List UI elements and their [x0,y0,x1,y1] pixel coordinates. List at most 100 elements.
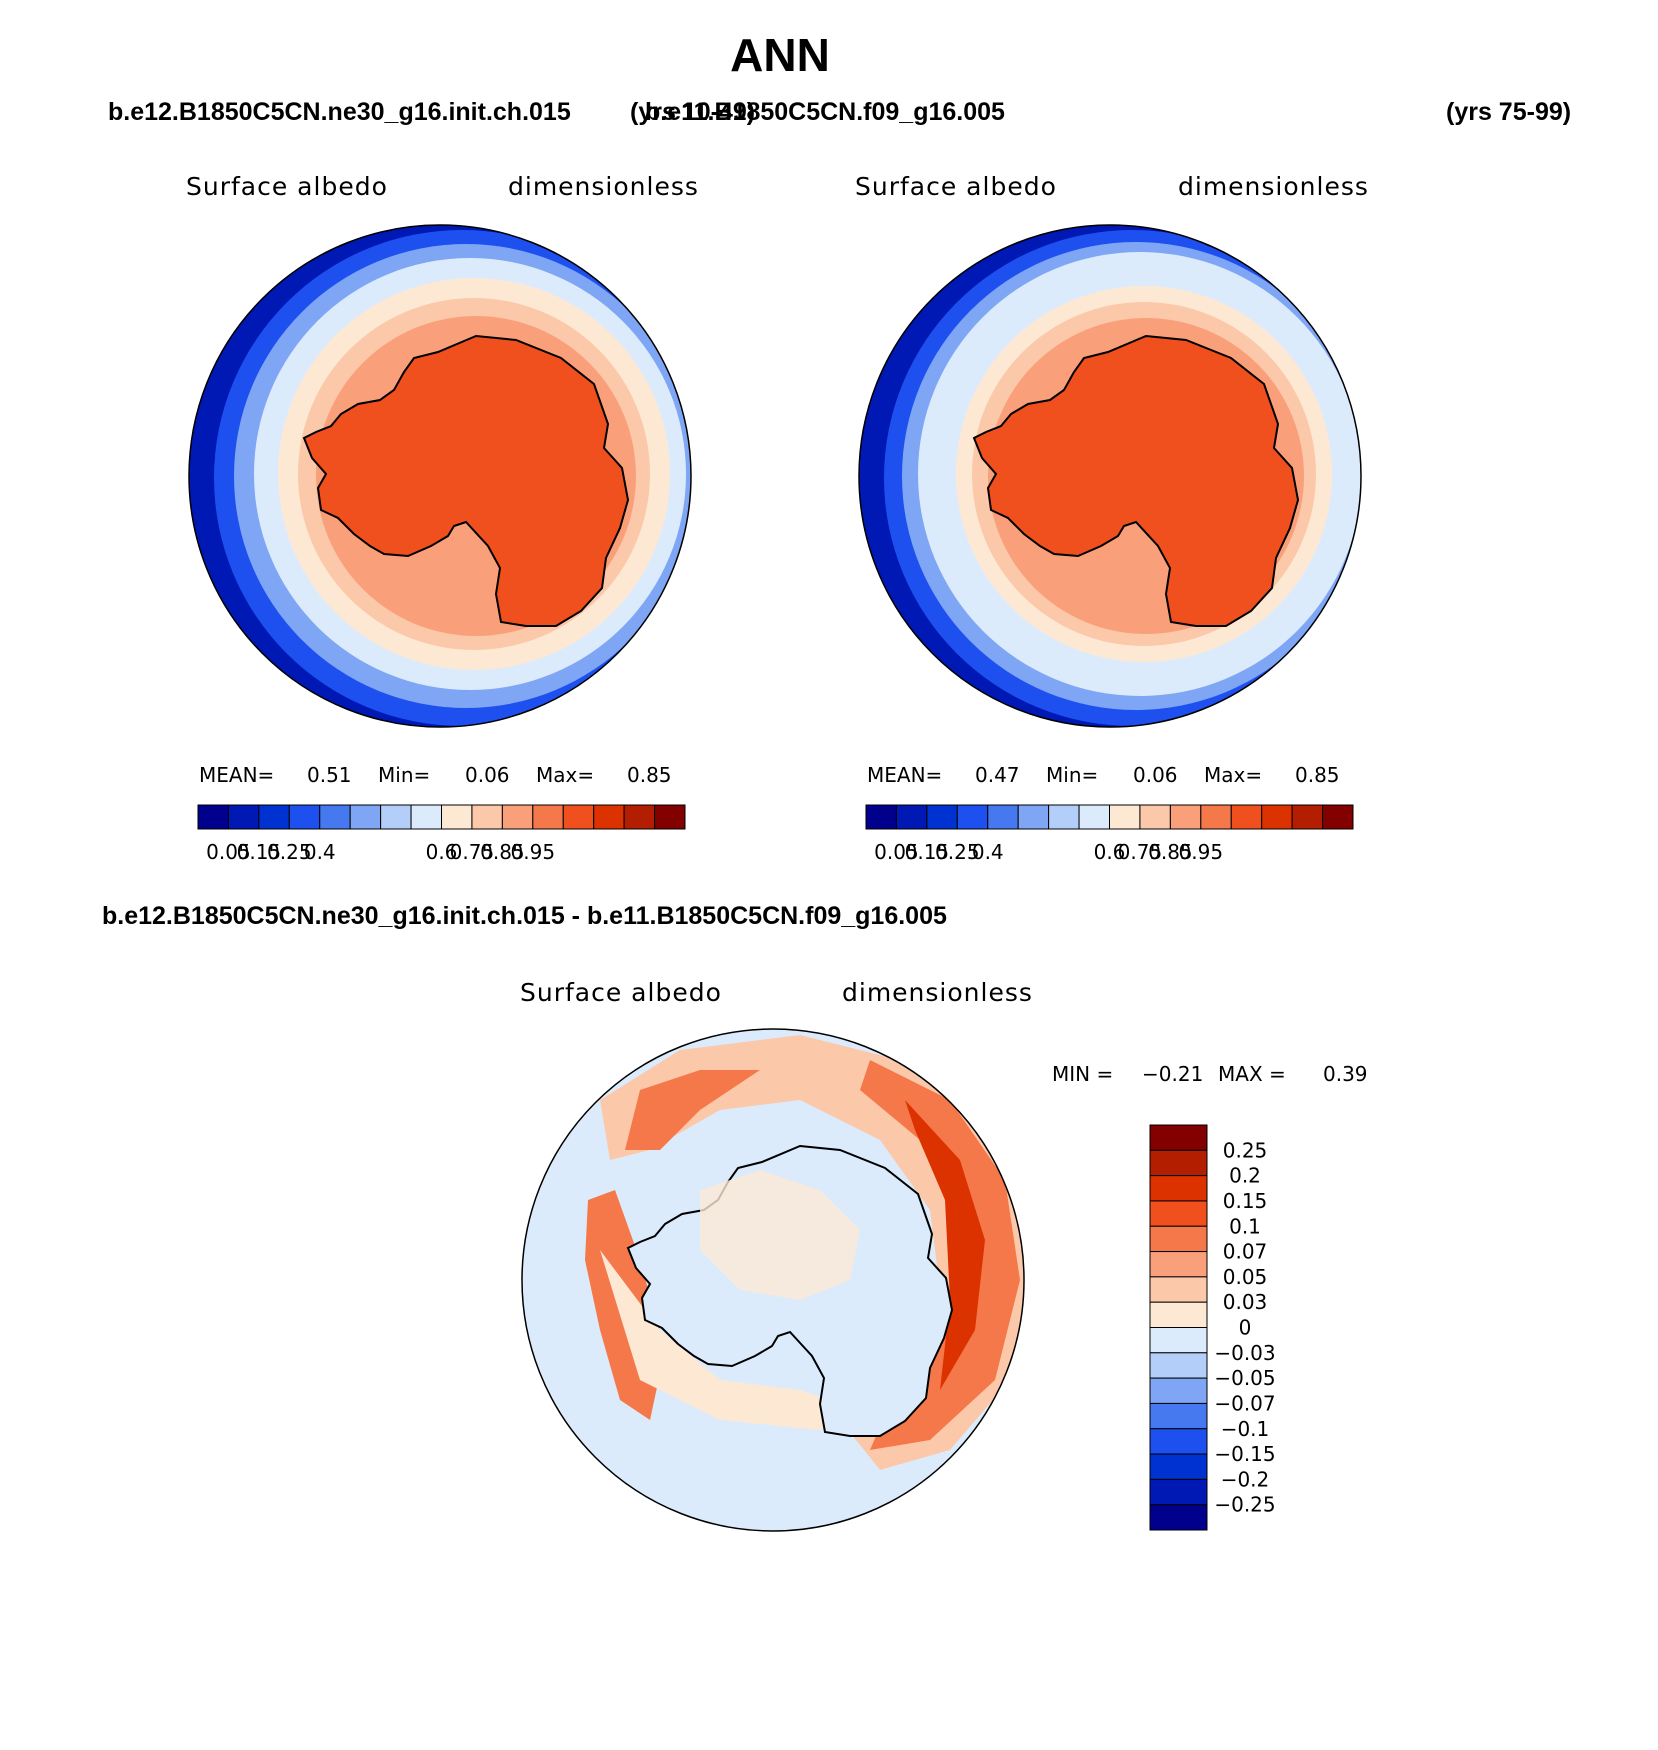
panel2-colorbar-box-4 [987,804,1019,830]
panel2-years: (yrs 75-99) [1446,98,1572,126]
diff-colorbar-box-9 [1149,1352,1208,1379]
panel1-min-value: 0.06 [465,763,510,787]
panel1-var-label: Surface albedo [186,172,388,201]
panel2-colorbar-tick-label: 0.6 [1094,840,1126,864]
panel2-colorbar-box-5 [1017,804,1050,830]
panel2-colorbar-box-15 [1322,804,1354,830]
diff-var-label: Surface albedo [520,978,722,1007]
panel2-var-label: Surface albedo [855,172,1057,201]
panel1-colorbar: 0.050.150.250.4 0.60.750.850.95 [197,804,686,864]
diff-min-label: MIN = [1052,1062,1114,1086]
panel2-colorbar-tick-label: 0.85 [1148,840,1193,864]
panel1-colorbar-box-11 [532,804,564,830]
diff-colorbar-box-2 [1149,1175,1208,1202]
panel2-mean-value: 0.47 [975,763,1020,787]
diff-colorbar-tick-label: 0.25 [1223,1138,1268,1162]
panel1-years: (yrs 10-49) [630,98,756,126]
diff-map [522,1029,1024,1531]
panel2-colorbar-box-10 [1169,804,1202,830]
panel2-colorbar-box-12 [1230,804,1263,830]
panel2-colorbar-box-7 [1078,804,1110,830]
diff-map-boundary [521,1028,1025,1532]
diff-colorbar-box-3 [1149,1200,1208,1227]
diff-colorbar-box-5 [1149,1251,1208,1278]
panel1-colorbar-box-13 [593,804,625,830]
diff-colorbar-tick-label: −0.05 [1214,1366,1275,1390]
diff-colorbar-box-4 [1149,1225,1208,1253]
diff-colorbar-box-15 [1149,1504,1208,1531]
panel1-colorbar-box-8 [441,804,473,830]
diff-max-label: MAX = [1218,1062,1286,1086]
diff-case-label: b.e12.B1850C5CN.ne30_g16.init.ch.015 - b… [102,902,947,930]
panel1-colorbar-box-7 [410,804,442,830]
panel2-colorbar-box-1 [895,804,928,830]
panel1-mean-label: MEAN= [199,763,275,787]
diff-colorbar-box-12 [1149,1428,1208,1455]
panel2-colorbar-tick-label: 0.4 [972,840,1004,864]
diff-colorbar-box-7 [1149,1301,1208,1328]
panel1-colorbar-box-9 [471,804,503,830]
diff-colorbar-tick-label: 0.05 [1223,1265,1268,1289]
panel2-max-label: Max= [1204,763,1263,787]
panel2-colorbar-tick-label: 0.15 [905,840,950,864]
panel1-colorbar-tick-label: 0.85 [480,840,525,864]
panel2-min-label: Min= [1046,763,1099,787]
main-title: ANN [730,29,830,81]
panel1-case-label: b.e12.B1850C5CN.ne30_g16.init.ch.015 [108,98,571,126]
panel2-colorbar-box-6 [1048,804,1080,830]
diff-colorbar-tick-label: 0.15 [1223,1189,1268,1213]
panel1-colorbar-box-15 [654,804,686,830]
panel1-colorbar-box-0 [197,804,229,830]
panel2-colorbar-tick-label: 0.05 [874,840,919,864]
panel1-units: dimensionless [508,172,699,201]
panel2-map [859,225,1361,727]
diff-colorbar-tick-label: 0.07 [1223,1240,1268,1264]
panel1-max-value: 0.85 [627,763,672,787]
diff-colorbar-tick-label: −0.1 [1221,1417,1270,1441]
panel1-colorbar-tick-label: 0.6 [426,840,458,864]
panel2-max-value: 0.85 [1295,763,1340,787]
panel2-colorbar-tick-label: 0.25 [935,840,980,864]
diff-colorbar-box-0 [1149,1124,1208,1151]
panel1-colorbar-tick-label: 0.15 [237,840,282,864]
diff-colorbar-tick-label: 0 [1239,1316,1252,1340]
diff-colorbar-tick-label: −0.25 [1214,1493,1275,1517]
diff-colorbar-tick-label: 0.1 [1229,1214,1261,1238]
panel1-colorbar-box-5 [349,804,382,830]
panel1-mean-value: 0.51 [307,763,352,787]
diff-colorbar-tick-label: −0.15 [1214,1442,1275,1466]
panel2-colorbar-box-2 [926,804,958,830]
panel1-min-label: Min= [378,763,431,787]
panel1-max-label: Max= [536,763,595,787]
panel1-colorbar-box-2 [258,804,290,830]
panel2-colorbar-box-0 [865,804,897,830]
diff-colorbar: 0.250.20.150.10.070.050.030−0.03−0.05−0.… [1149,1124,1276,1531]
panel1-map [189,225,691,727]
diff-colorbar-box-14 [1149,1478,1208,1506]
panel1-colorbar-box-6 [380,804,412,830]
diff-units: dimensionless [842,978,1033,1007]
diff-colorbar-box-11 [1149,1402,1208,1430]
panel1-colorbar-box-3 [288,804,321,830]
panel2-mean-label: MEAN= [867,763,943,787]
panel2-units: dimensionless [1178,172,1369,201]
panel1-colorbar-box-10 [501,804,534,830]
panel1-colorbar-tick-label: 0.75 [450,840,495,864]
diff-colorbar-tick-label: −0.2 [1221,1467,1270,1491]
panel2-min-value: 0.06 [1133,763,1178,787]
diff-colorbar-tick-label: 0.03 [1223,1290,1268,1314]
panel2-colorbar-box-9 [1139,804,1171,830]
panel2-colorbar: 0.050.150.250.4 0.60.750.850.95 [865,804,1354,864]
panel1-colorbar-box-14 [623,804,656,830]
panel2-colorbar-box-8 [1109,804,1141,830]
diff-colorbar-box-10 [1149,1377,1208,1404]
panel2-colorbar-box-3 [956,804,989,830]
panel2-colorbar-box-11 [1200,804,1232,830]
diff-colorbar-box-8 [1149,1327,1208,1354]
diff-min-value: −0.21 [1142,1062,1204,1086]
panel1-colorbar-box-1 [227,804,260,830]
panel2-map-boundary [858,224,1362,728]
diff-colorbar-box-6 [1149,1276,1208,1303]
panel2-case-label: b.e11.B1850C5CN.f09_g16.005 [645,98,1005,126]
panel1-colorbar-tick-label: 0.4 [304,840,336,864]
